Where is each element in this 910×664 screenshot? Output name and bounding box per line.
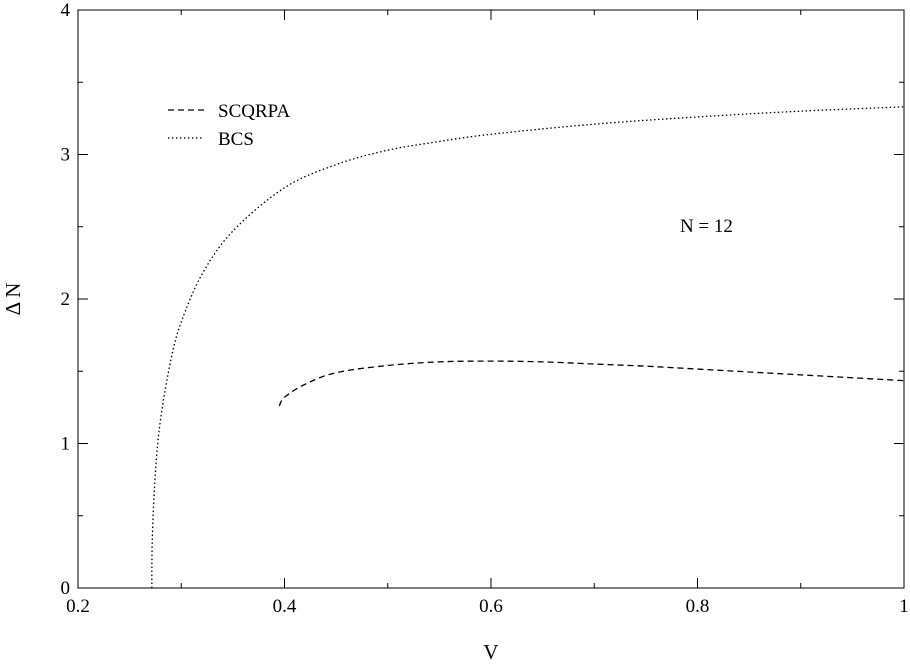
y-tick-label: 1: [61, 434, 71, 455]
x-tick-label: 0.8: [686, 596, 710, 617]
y-tick-label: 4: [61, 0, 71, 21]
x-tick-label: 1: [899, 596, 909, 617]
series-line-scqrpa: [278, 360, 905, 407]
x-axis-label: V: [483, 640, 498, 664]
y-tick-label: 3: [61, 145, 71, 166]
y-tick-label: 2: [61, 289, 71, 310]
y-tick-label: 0: [61, 578, 71, 599]
legend: SCQRPA BCS: [168, 101, 290, 150]
annotation-n: N = 12: [680, 216, 733, 237]
series-line-bcs: [151, 106, 905, 589]
legend-label-bcs: BCS: [218, 129, 254, 150]
x-tick-label: 0.2: [66, 596, 90, 617]
tick-labels: 0.2 0.4 0.6 0.8 1 0 1 2 3 4: [61, 0, 909, 617]
y-axis-label: Δ N: [1, 283, 25, 316]
legend-label-scqrpa: SCQRPA: [218, 101, 290, 122]
plot-frame: [77, 9, 905, 589]
x-tick-label: 0.6: [479, 596, 503, 617]
axis-ticks: [77, 9, 905, 589]
series-group: [151, 106, 905, 589]
x-tick-label: 0.4: [273, 596, 297, 617]
